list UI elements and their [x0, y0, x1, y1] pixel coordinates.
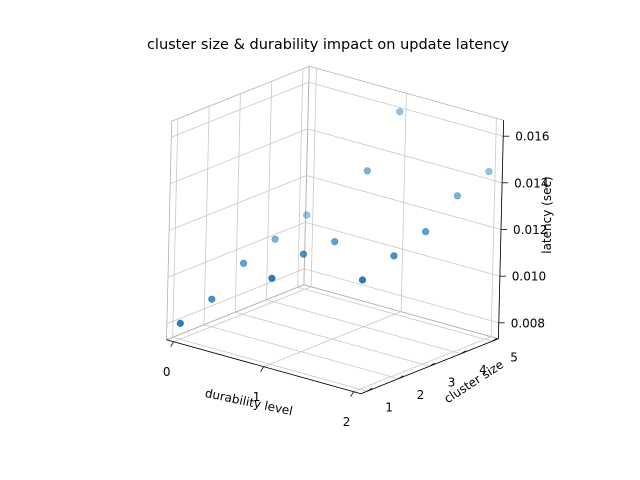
x-tick-label: 2 [343, 415, 351, 429]
grid-line-y [235, 311, 430, 367]
y-tick-mark [460, 350, 467, 355]
data-point [422, 228, 430, 236]
grid-line-z [306, 175, 502, 230]
z-tick-label: 0.010 [512, 270, 546, 284]
data-point [453, 192, 462, 200]
y-tick-label: 1 [385, 401, 393, 415]
z-tick-label: 0.016 [515, 130, 549, 144]
chart-axes: 0 1 2 1 2 3 4 5 0.008 0.010 0.012 0.014 0.016 [163, 120, 550, 429]
x-tick-mark [170, 341, 175, 347]
y-tick-label: 4 [479, 363, 487, 377]
x-axis-line [166, 339, 362, 395]
data-point [208, 295, 216, 303]
y-tick-mark [491, 337, 498, 342]
grid-line-z [167, 221, 306, 278]
chart-grid [166, 68, 504, 393]
data-point [271, 235, 279, 243]
grid-line-z [166, 268, 305, 325]
grid-line-z [170, 128, 308, 185]
data-point [299, 250, 308, 258]
data-point [303, 211, 311, 219]
z-tick-label: 0.008 [511, 316, 545, 330]
x-tick-label: 0 [163, 365, 171, 379]
y-tick-label: 3 [448, 376, 456, 390]
data-point [358, 276, 367, 284]
grid-line-z [308, 81, 504, 137]
grid-line-y [172, 336, 368, 392]
grid-line-z [168, 175, 307, 231]
y-tick-label: 5 [510, 351, 518, 365]
x-axis-label: durability level [204, 386, 294, 418]
z-tick-label: 0.012 [513, 223, 547, 237]
data-point [396, 108, 404, 116]
chart-panes [165, 65, 505, 395]
grid-line-z [304, 268, 499, 324]
data-point [390, 252, 398, 260]
z-axis-label: latency (sec) [540, 176, 554, 254]
grid-line-y [297, 286, 493, 342]
y-tick-mark [429, 362, 435, 367]
data-point [268, 274, 276, 282]
grid-line-z [171, 81, 309, 138]
y-tick-mark [398, 375, 404, 380]
grid-line-z [305, 221, 500, 277]
grid-line-z [307, 128, 503, 184]
x-tick-label: 1 [253, 390, 261, 404]
z-tick-label: 0.014 [514, 176, 548, 190]
data-point [485, 168, 493, 176]
grid-line-y [203, 324, 399, 380]
chart-title: cluster size & durability impact on upda… [147, 37, 510, 53]
chart-points [176, 108, 493, 327]
x-tick-mark [350, 391, 354, 397]
x-tick-mark [260, 366, 264, 372]
data-point [331, 238, 339, 246]
y-tick-mark [366, 387, 373, 392]
data-point [240, 259, 248, 267]
y-tick-label: 2 [417, 388, 425, 402]
grid-line-y [266, 299, 462, 355]
data-point [363, 167, 372, 175]
data-point [176, 319, 184, 327]
